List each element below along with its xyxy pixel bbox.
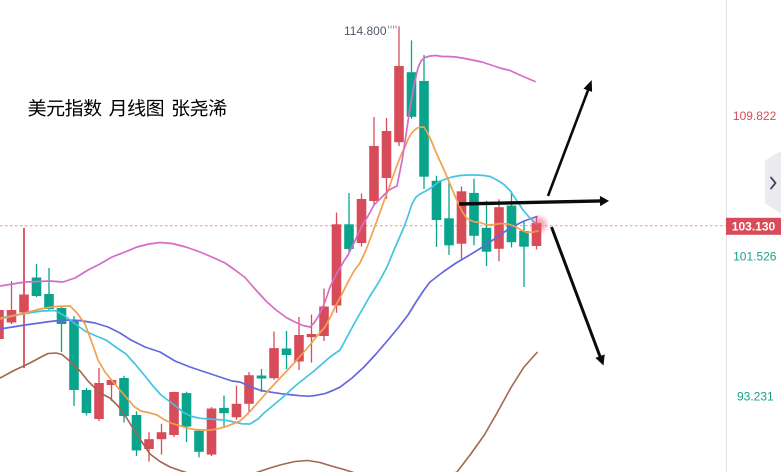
svg-text:103.130: 103.130 bbox=[732, 220, 776, 234]
svg-text:93.231: 93.231 bbox=[737, 390, 774, 404]
svg-text:114.800: 114.800 bbox=[344, 24, 387, 38]
svg-text:109.822: 109.822 bbox=[733, 109, 777, 123]
svg-text:101.526: 101.526 bbox=[733, 249, 777, 263]
